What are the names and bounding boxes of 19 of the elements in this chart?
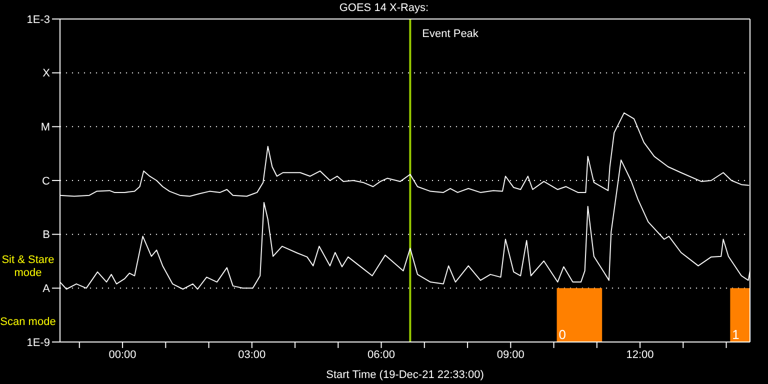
x-tick-label: 12:00 — [626, 348, 654, 361]
chart-title: GOES 14 X-Rays: — [338, 2, 430, 14]
band-label: 0 — [558, 327, 566, 342]
y-tick-label: 1E-9 — [26, 336, 50, 349]
y-tick-label: C — [42, 175, 50, 188]
y-tick-label: B — [42, 229, 50, 242]
y-tick-label: A — [42, 283, 51, 296]
x-tick-label: 00:00 — [108, 348, 136, 361]
y-tick-label: 1E-3 — [26, 14, 50, 26]
x-axis-title: Start Time (19-Dec-21 22:33:00) — [326, 369, 484, 381]
y-tick-label: X — [42, 68, 51, 80]
ref-line-label: Event Peak — [422, 28, 479, 40]
x-tick-label: 09:00 — [496, 348, 524, 361]
text: Sit & Stare mode — [0, 254, 56, 280]
band-label: 1 — [732, 327, 740, 342]
x-tick-label: 03:00 — [238, 348, 266, 361]
text: Scan mode — [0, 316, 56, 329]
y-tick-label: M — [40, 122, 50, 134]
x-tick-label: 06:00 — [368, 348, 396, 361]
